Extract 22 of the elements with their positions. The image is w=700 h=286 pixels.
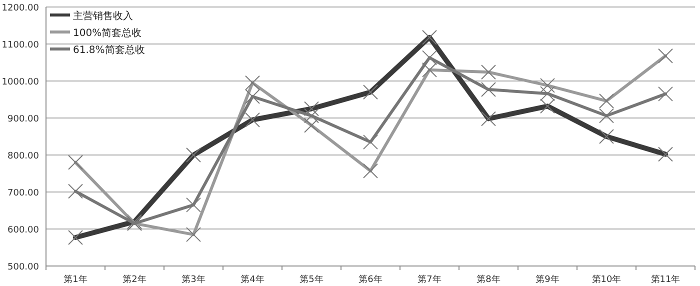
legend-label: 100%简套总收 bbox=[73, 27, 142, 39]
y-tick-label: 700.00 bbox=[8, 188, 40, 198]
y-tick-label: 500.00 bbox=[8, 262, 40, 272]
x-tick-label: 第8年 bbox=[476, 274, 500, 285]
y-tick-label: 1100.00 bbox=[2, 40, 40, 50]
y-tick-label: 800.00 bbox=[8, 152, 40, 162]
x-tick-label: 第6年 bbox=[358, 274, 382, 285]
x-tick-label: 第5年 bbox=[300, 274, 324, 285]
x-tick-label: 第9年 bbox=[536, 274, 560, 285]
legend-label: 61.8%简套总收 bbox=[73, 44, 145, 56]
y-tick-label: 600.00 bbox=[8, 226, 40, 236]
x-tick-label: 第4年 bbox=[240, 274, 264, 285]
x-tick-label: 第2年 bbox=[122, 274, 146, 285]
x-tick-label: 第7年 bbox=[418, 274, 442, 285]
y-tick-label: 1000.00 bbox=[2, 78, 40, 88]
x-tick-label: 第1年 bbox=[64, 274, 88, 285]
x-tick-label: 第11年 bbox=[650, 274, 680, 285]
legend-label: 主营销售收入 bbox=[73, 10, 133, 22]
x-tick-label: 第3年 bbox=[182, 274, 206, 285]
y-tick-label: 1200.00 bbox=[2, 4, 40, 14]
x-tick-label: 第10年 bbox=[592, 274, 622, 285]
y-tick-label: 900.00 bbox=[8, 114, 40, 124]
